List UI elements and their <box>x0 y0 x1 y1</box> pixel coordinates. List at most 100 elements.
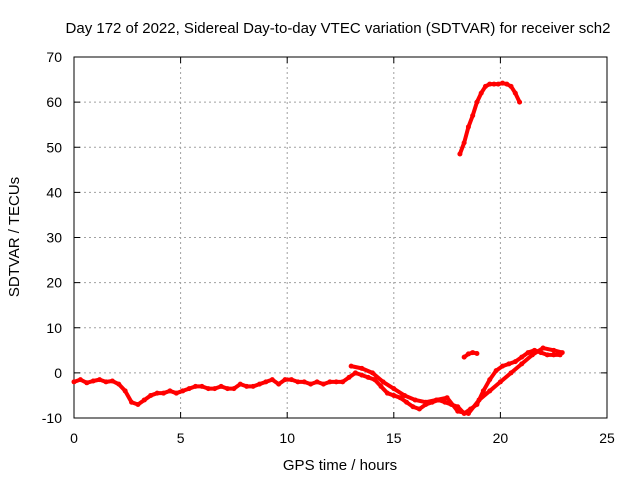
data-point <box>495 81 501 87</box>
data-point <box>212 386 218 392</box>
data-point <box>282 377 288 383</box>
data-point <box>519 361 525 367</box>
data-series-1 <box>348 345 565 416</box>
chart-title: Day 172 of 2022, Sidereal Day-to-day VTE… <box>66 20 611 37</box>
data-point <box>173 390 179 396</box>
y-axis-label: SDTVAR / TECUs <box>6 177 23 297</box>
data-point <box>478 90 484 96</box>
axis-ticks: 0 5 10 15 20 25 -10 0 10 20 30 40 50 60 70 <box>42 49 615 446</box>
data-point <box>410 404 416 410</box>
y-tick-label: 20 <box>46 275 62 291</box>
data-point <box>461 140 467 146</box>
data-point <box>465 124 471 130</box>
data-point <box>391 392 397 398</box>
data-point <box>340 379 346 385</box>
data-point <box>444 395 450 401</box>
data-point <box>333 379 339 385</box>
data-point <box>529 352 535 358</box>
data-point <box>544 352 550 358</box>
data-point <box>346 374 352 380</box>
data-point <box>269 377 275 383</box>
data-point <box>504 81 510 87</box>
y-tick-label: 50 <box>46 139 62 155</box>
data-point <box>397 395 403 401</box>
data-point <box>497 379 503 385</box>
data-point <box>506 361 512 367</box>
data-point <box>276 381 282 387</box>
data-point <box>474 350 480 356</box>
x-tick-label: 20 <box>493 430 509 446</box>
data-point <box>135 401 141 407</box>
series-line <box>457 81 522 157</box>
data-point <box>348 363 354 369</box>
data-point <box>493 368 499 374</box>
x-tick-label: 25 <box>599 430 615 446</box>
data-point <box>103 379 109 385</box>
data-point <box>369 370 375 376</box>
data-point <box>301 379 307 385</box>
data-point <box>77 377 83 383</box>
data-point <box>519 354 525 360</box>
data-point <box>295 379 301 385</box>
data-point <box>465 351 471 357</box>
data-point <box>90 378 96 384</box>
grid <box>74 57 607 418</box>
data-point <box>256 381 262 387</box>
data-series-2 <box>461 350 480 360</box>
data-point <box>231 386 237 392</box>
data-point <box>457 151 463 157</box>
data-point <box>461 354 467 360</box>
data-point <box>109 378 115 384</box>
data-point <box>482 83 488 89</box>
data-point <box>327 379 333 385</box>
data-point <box>141 397 147 403</box>
data-point <box>480 388 486 394</box>
data-point <box>470 350 476 356</box>
x-tick-label: 0 <box>70 430 78 446</box>
y-tick-label: 60 <box>46 94 62 110</box>
data-point <box>416 406 422 412</box>
data-point <box>474 99 480 105</box>
data-point <box>186 386 192 392</box>
data-point <box>263 379 269 385</box>
y-tick-label: 40 <box>46 184 62 200</box>
data-point <box>412 397 418 403</box>
data-point <box>487 81 493 87</box>
x-tick-label: 15 <box>386 430 402 446</box>
data-series-0 <box>71 347 563 416</box>
data-point <box>391 386 397 392</box>
x-axis-label: GPS time / hours <box>283 457 397 474</box>
data-point <box>512 90 518 96</box>
data-point <box>433 397 439 403</box>
data-point <box>551 347 557 353</box>
data-point <box>129 399 135 405</box>
data-point <box>517 99 523 105</box>
data-point <box>525 350 531 356</box>
data-point <box>465 410 471 416</box>
data-point <box>470 113 476 119</box>
x-tick-label: 10 <box>279 430 295 446</box>
data-point <box>148 392 154 398</box>
x-tick-label: 5 <box>177 430 185 446</box>
data-point <box>122 388 128 394</box>
y-tick-label: 70 <box>46 49 62 65</box>
data-point <box>359 372 365 378</box>
data-point <box>225 386 231 392</box>
data-point <box>308 381 314 387</box>
data-point <box>455 408 461 414</box>
data-point <box>250 383 256 389</box>
data-point <box>154 390 160 396</box>
y-tick-label: 30 <box>46 230 62 246</box>
data-point <box>500 363 506 369</box>
data-point <box>380 379 386 385</box>
data-point <box>551 352 557 358</box>
data-point <box>508 370 514 376</box>
data-point <box>487 388 493 394</box>
data-point <box>320 381 326 387</box>
data-point <box>359 365 365 371</box>
data-point <box>167 388 173 394</box>
y-tick-label: 10 <box>46 320 62 336</box>
data-point <box>193 383 199 389</box>
data-point <box>442 399 448 405</box>
